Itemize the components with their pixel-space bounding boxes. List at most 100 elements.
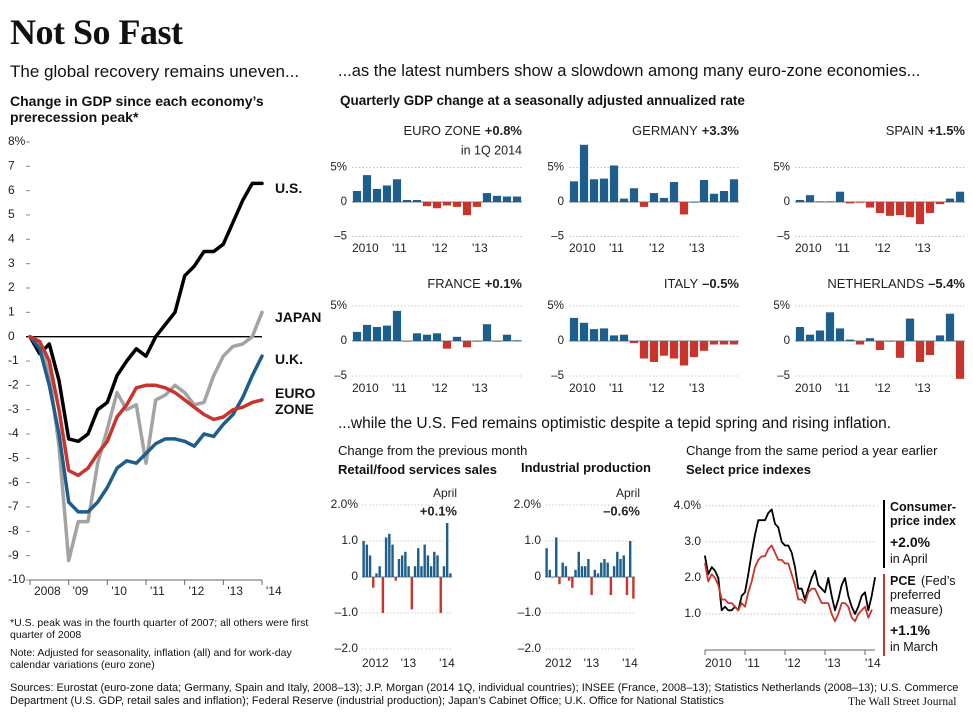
y-tick-label: 0	[341, 335, 347, 347]
series-line	[28, 334, 264, 478]
bar	[442, 341, 452, 349]
bar	[955, 191, 965, 203]
bar	[589, 179, 599, 203]
bar	[432, 202, 442, 209]
bar	[423, 544, 426, 577]
bar	[865, 202, 875, 208]
latest-value: –5.4%	[928, 276, 965, 291]
y-tick-label: 5%	[773, 300, 790, 312]
x-tick-label: '13	[227, 584, 243, 598]
y-tick-label: –1.0	[335, 605, 359, 619]
bar	[719, 341, 729, 345]
y-tick-label: 0	[351, 569, 358, 583]
x-tick-label: 2010	[795, 381, 822, 395]
bar	[512, 340, 522, 341]
bar	[590, 577, 593, 595]
bar	[439, 577, 442, 613]
y-tick-label: -3	[8, 402, 19, 416]
chart-title: EURO ZONE +0.8%	[403, 123, 522, 138]
bar	[412, 333, 422, 341]
y-tick-label: 0	[558, 196, 564, 208]
bar	[436, 555, 439, 577]
bar	[404, 551, 407, 577]
bar	[619, 559, 622, 577]
bar	[545, 548, 548, 577]
y-tick-label: 1.0	[524, 533, 541, 547]
x-tick-label: '12	[785, 656, 801, 670]
bar	[452, 336, 462, 341]
y-tick-label: 4.0%	[674, 498, 702, 512]
bar	[492, 195, 502, 203]
y-tick-label: –2.0	[335, 641, 359, 655]
subtitle: The global recovery remains uneven...	[10, 62, 300, 81]
bar	[649, 193, 659, 203]
y-tick-label: –5	[334, 370, 347, 382]
y-tick-label: –5	[551, 231, 564, 243]
bar	[482, 324, 492, 341]
bar	[699, 341, 709, 351]
bar	[564, 566, 568, 577]
bar	[622, 555, 625, 577]
bar	[388, 533, 391, 577]
x-tick-label: '11	[835, 381, 850, 395]
latest-value: +1.1%	[890, 622, 931, 638]
x-tick-label: '11	[392, 241, 407, 255]
bar	[719, 191, 729, 203]
bar	[417, 548, 420, 577]
bar	[397, 559, 401, 577]
bar	[402, 199, 412, 203]
x-tick-label: '13	[689, 241, 705, 255]
bar	[429, 566, 433, 577]
bar	[381, 577, 385, 613]
y-tick-label: –5	[551, 370, 564, 382]
bar	[875, 341, 885, 351]
country-name: NETHERLANDS	[827, 276, 924, 291]
legend-note: in April	[890, 552, 928, 566]
bar	[629, 341, 639, 344]
series-line	[704, 508, 876, 615]
bar	[589, 329, 599, 341]
bar	[625, 577, 629, 595]
y-tick-label: -7	[8, 499, 19, 513]
bar	[855, 341, 865, 345]
x-tick-label: '11	[392, 381, 407, 395]
y-tick-label: 8%	[8, 134, 26, 148]
bar	[600, 562, 603, 577]
bar	[502, 334, 512, 341]
bar	[619, 334, 629, 341]
bar	[603, 559, 606, 577]
y-tick-label: –1.0	[518, 605, 542, 619]
y-tick-label: 1	[8, 305, 15, 319]
y-tick-label: –5	[334, 231, 347, 243]
bar	[368, 555, 372, 577]
bar	[699, 179, 709, 203]
x-tick-label: '12	[189, 584, 205, 598]
y-tick-label: 3.0	[684, 534, 701, 548]
bar	[420, 566, 423, 577]
country-name: SPAIN	[886, 123, 924, 138]
bar	[795, 327, 805, 341]
bar	[426, 555, 430, 577]
bar	[555, 537, 558, 577]
y-tick-label: -1	[8, 353, 19, 367]
x-tick-label: 2010	[569, 241, 596, 255]
bar	[629, 188, 639, 203]
bar	[577, 551, 580, 577]
bar	[795, 199, 805, 203]
bar	[659, 197, 669, 203]
bar	[482, 193, 492, 203]
bar	[579, 144, 589, 203]
bar	[551, 577, 555, 578]
series-label: U.S.	[275, 180, 303, 196]
bar	[375, 573, 378, 577]
bar	[815, 201, 825, 203]
bar	[352, 331, 362, 341]
y-tick-label: 0	[8, 329, 15, 343]
x-tick-label: '13	[915, 381, 931, 395]
bar	[915, 341, 925, 362]
latest-value: +0.1%	[485, 276, 523, 291]
x-tick-label: '11	[609, 241, 624, 255]
bar	[925, 341, 935, 355]
x-tick-label: '13	[401, 656, 417, 670]
latest-value: –0.5%	[702, 276, 739, 291]
